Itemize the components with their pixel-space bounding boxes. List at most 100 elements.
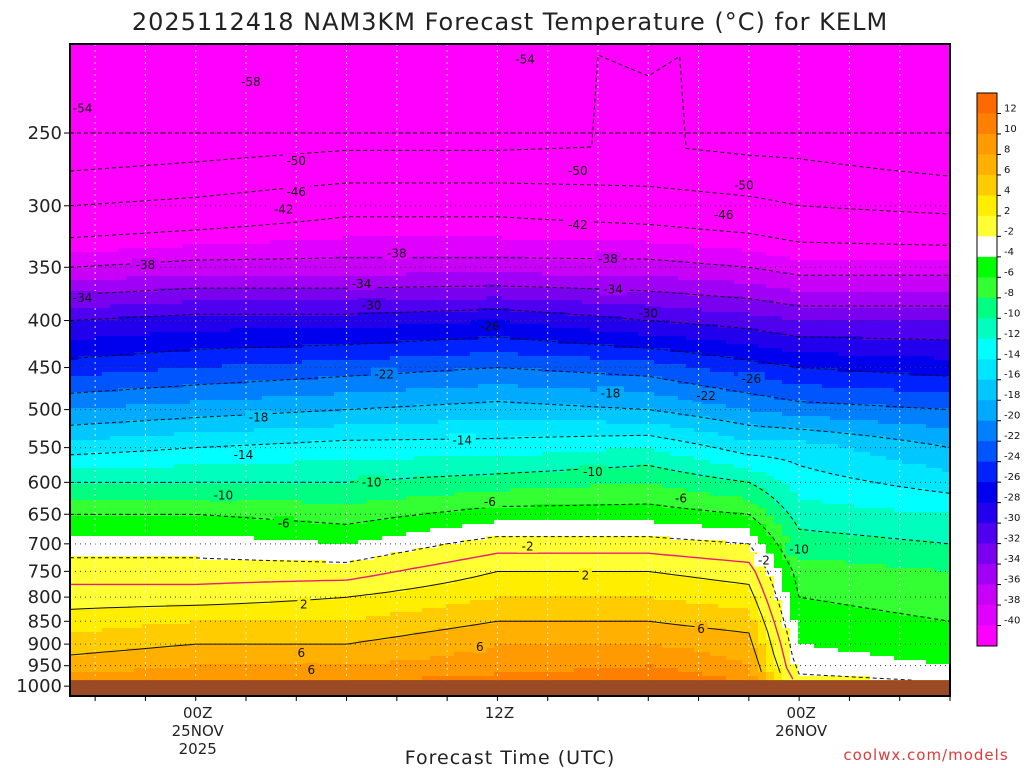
- field-cell: [334, 240, 343, 257]
- field-cell: [198, 484, 207, 501]
- grid-lines: [70, 44, 950, 696]
- field-cell: [878, 308, 887, 321]
- field-cell: [478, 420, 487, 441]
- field-cell: [846, 44, 855, 261]
- field-cell: [142, 608, 151, 625]
- field-cell: [646, 348, 655, 361]
- field-cell: [582, 668, 591, 685]
- field-cell: [702, 460, 711, 477]
- field-cell: [118, 280, 127, 293]
- field-cell: [438, 544, 447, 585]
- field-cell: [662, 44, 671, 245]
- field-cell: [326, 44, 335, 241]
- field-cell: [326, 600, 335, 621]
- field-cell: [318, 600, 327, 621]
- field-cell: [782, 560, 791, 593]
- field-cell: [118, 500, 127, 517]
- field-cell: [662, 440, 671, 453]
- field-cell: [654, 424, 663, 437]
- field-cell: [942, 260, 950, 277]
- field-cell: [70, 656, 79, 673]
- field-cell: [638, 644, 647, 669]
- field-cell: [374, 276, 383, 289]
- field-cell: [446, 272, 455, 289]
- field-cell: [414, 660, 423, 681]
- field-cell: [710, 264, 719, 281]
- field-cell: [926, 568, 935, 621]
- field-cell: [790, 368, 799, 385]
- field-cell: [638, 336, 647, 349]
- field-cell: [174, 644, 183, 669]
- field-cell: [566, 488, 575, 505]
- field-cell: [430, 404, 439, 425]
- field-cell: [502, 492, 511, 509]
- field-cell: [590, 436, 599, 453]
- field-cell: [318, 328, 327, 345]
- field-cell: [198, 348, 207, 369]
- field-cell: [118, 468, 127, 485]
- field-cell: [238, 44, 247, 245]
- field-cell: [574, 536, 583, 573]
- field-cell: [662, 452, 671, 469]
- field-cell: [566, 344, 575, 357]
- field-cell: [734, 608, 743, 633]
- field-cell: [694, 368, 703, 385]
- field-cell: [478, 456, 487, 477]
- field-cell: [502, 44, 511, 241]
- field-cell: [926, 540, 935, 569]
- field-cell: [94, 392, 103, 409]
- field-cell: [134, 500, 143, 517]
- field-cell: [382, 392, 391, 409]
- field-cell: [566, 388, 575, 405]
- field-cell: [222, 536, 231, 561]
- field-cell: [382, 312, 391, 329]
- field-cell: [350, 236, 359, 257]
- field-cell: [902, 424, 911, 441]
- field-cell: [494, 420, 503, 441]
- field-cell: [190, 536, 199, 557]
- field-cell: [438, 372, 447, 389]
- field-cell: [926, 308, 935, 321]
- field-cell: [462, 404, 471, 421]
- field-cell: [518, 272, 527, 289]
- field-cell: [390, 440, 399, 461]
- field-cell: [270, 276, 279, 289]
- field-cell: [214, 516, 223, 537]
- field-cell: [430, 372, 439, 389]
- field-cell: [590, 360, 599, 373]
- field-cell: [430, 388, 439, 405]
- field-cell: [894, 488, 903, 513]
- field-cell: [422, 372, 431, 389]
- contour-label-bg: [578, 568, 592, 582]
- field-cell: [102, 452, 111, 469]
- field-cell: [366, 440, 375, 461]
- field-cell: [814, 472, 823, 501]
- field-cell: [206, 44, 215, 245]
- field-cell: [918, 512, 927, 541]
- field-cell: [422, 496, 431, 513]
- field-cell: [718, 628, 727, 657]
- field-cell: [254, 484, 263, 501]
- field-cell: [78, 608, 87, 633]
- field-cell: [806, 260, 815, 277]
- field-cell: [222, 244, 231, 261]
- field-cell: [254, 464, 263, 485]
- field-cell: [246, 432, 255, 445]
- field-cell: [342, 644, 351, 665]
- field-cell: [390, 460, 399, 481]
- field-cell: [718, 264, 727, 281]
- field-cell: [198, 644, 207, 665]
- field-cell: [470, 320, 479, 341]
- field-cell: [86, 340, 95, 357]
- field-cell: [686, 308, 695, 325]
- field-cell: [630, 448, 639, 469]
- field-cell: [86, 308, 95, 321]
- field-cell: [206, 448, 215, 465]
- field-cell: [486, 420, 495, 441]
- field-cell: [430, 44, 439, 237]
- field-cell: [94, 440, 103, 453]
- field-cell: [190, 484, 199, 501]
- field-cell: [790, 336, 799, 353]
- field-cell: [174, 624, 183, 645]
- field-cell: [534, 644, 543, 673]
